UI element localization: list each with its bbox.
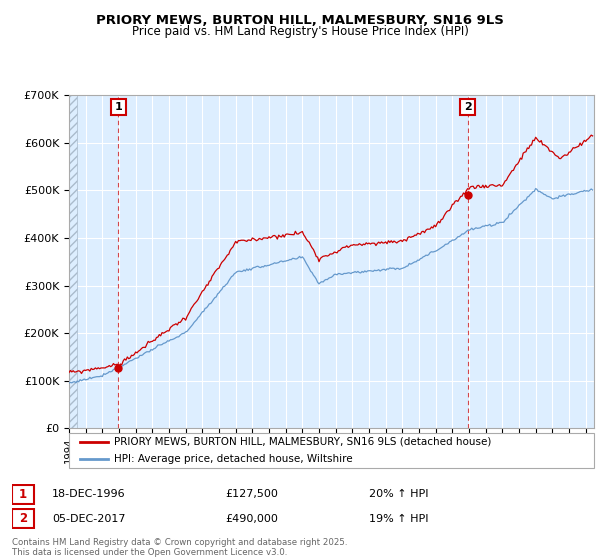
Text: 1: 1 xyxy=(19,488,27,501)
Text: 05-DEC-2017: 05-DEC-2017 xyxy=(52,514,126,524)
Text: HPI: Average price, detached house, Wiltshire: HPI: Average price, detached house, Wilt… xyxy=(113,454,352,464)
Text: £127,500: £127,500 xyxy=(225,489,278,500)
Text: PRIORY MEWS, BURTON HILL, MALMESBURY, SN16 9LS: PRIORY MEWS, BURTON HILL, MALMESBURY, SN… xyxy=(96,14,504,27)
Text: 2: 2 xyxy=(464,102,472,112)
Text: Contains HM Land Registry data © Crown copyright and database right 2025.
This d: Contains HM Land Registry data © Crown c… xyxy=(12,538,347,557)
Text: 20% ↑ HPI: 20% ↑ HPI xyxy=(369,489,428,500)
FancyBboxPatch shape xyxy=(12,509,34,528)
Text: 2: 2 xyxy=(19,512,27,525)
Text: £490,000: £490,000 xyxy=(225,514,278,524)
Text: Price paid vs. HM Land Registry's House Price Index (HPI): Price paid vs. HM Land Registry's House … xyxy=(131,25,469,38)
Text: 19% ↑ HPI: 19% ↑ HPI xyxy=(369,514,428,524)
Text: 18-DEC-1996: 18-DEC-1996 xyxy=(52,489,126,500)
FancyBboxPatch shape xyxy=(12,485,34,504)
Text: PRIORY MEWS, BURTON HILL, MALMESBURY, SN16 9LS (detached house): PRIORY MEWS, BURTON HILL, MALMESBURY, SN… xyxy=(113,437,491,446)
FancyBboxPatch shape xyxy=(69,433,594,468)
Text: 1: 1 xyxy=(115,102,122,112)
